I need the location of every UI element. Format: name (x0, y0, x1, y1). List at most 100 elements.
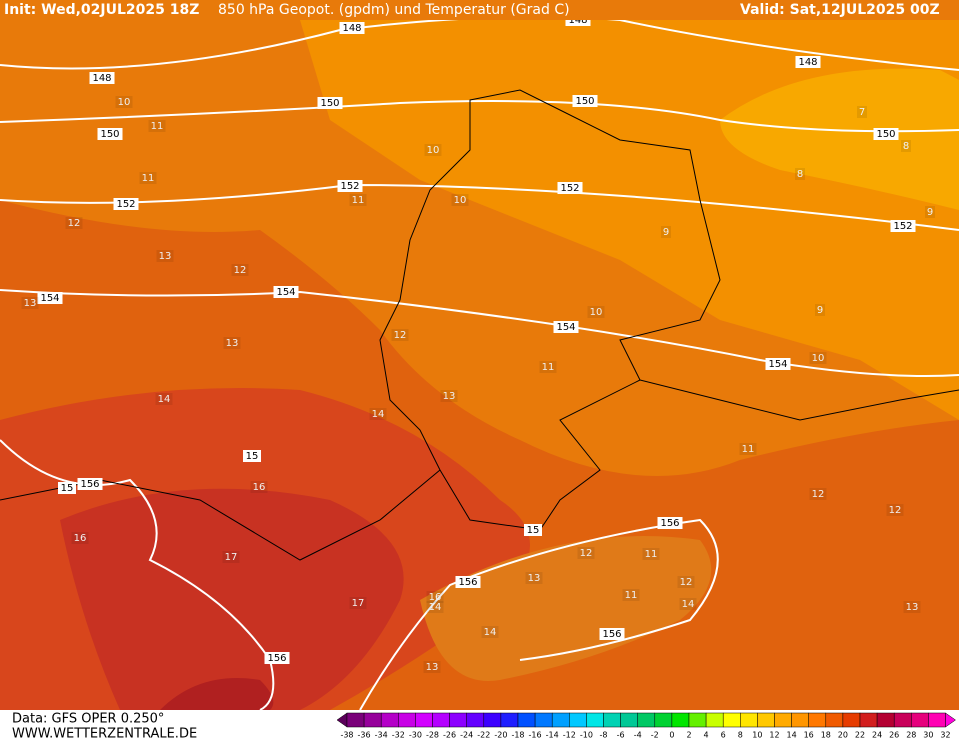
temperature-label: 17 (352, 598, 365, 609)
geopotential-label: 152 (340, 181, 359, 192)
label-box (677, 576, 695, 588)
colorbar-label: 12 (769, 731, 779, 740)
label-box (391, 329, 409, 341)
colorbar-label: -30 (409, 731, 422, 740)
colorbar-box (620, 712, 638, 728)
colorbar-box (825, 712, 844, 728)
colorbar-box (654, 712, 673, 728)
geopotential-label: 150 (320, 98, 339, 109)
colorbar-label: 26 (889, 731, 899, 740)
label-box (622, 589, 640, 601)
label-box (587, 306, 605, 318)
geopotential-label: 156 (602, 629, 621, 640)
label-box (424, 144, 442, 156)
colorbar-box (705, 712, 724, 728)
label-box (481, 626, 499, 638)
colorbar-box (466, 712, 485, 728)
colorbar-box (928, 712, 946, 728)
colorbar-label: 2 (686, 731, 691, 740)
title-text: 850 hPa Geopot. (gpdm) und Temperatur (G… (218, 2, 570, 18)
field-hottest (160, 678, 274, 710)
temperature-label: 10 (812, 353, 825, 364)
temperature-label: 11 (742, 444, 755, 455)
geopotential-label: 152 (116, 199, 135, 210)
label-box (809, 352, 827, 364)
label-box (809, 488, 827, 500)
colorbar-label: -8 (600, 731, 608, 740)
colorbar-box (398, 712, 416, 728)
temperature-label: 10 (118, 97, 131, 108)
geopotential-label: 148 (92, 73, 111, 84)
geopotential-label: 15 (61, 483, 74, 494)
label-box (250, 481, 268, 493)
label-box (539, 361, 557, 373)
colorbar-label: -2 (651, 731, 659, 740)
temperature-label: 12 (889, 505, 902, 516)
colorbar-label: 10 (752, 731, 762, 740)
colorbar-label: -12 (563, 731, 576, 740)
colorbar-label: 30 (923, 731, 933, 740)
label-box (557, 182, 583, 194)
colorbar-label: -4 (634, 731, 642, 740)
colorbar-box (449, 712, 467, 728)
label-box (139, 172, 157, 184)
temperature-label: 11 (151, 121, 164, 132)
temperature-label: 14 (158, 394, 171, 405)
colorbar-box (808, 712, 827, 728)
colorbar-label: 8 (738, 731, 743, 740)
colorbar-box (740, 712, 758, 728)
colorbar-box (774, 712, 792, 728)
label-box (890, 220, 916, 232)
label-box (599, 628, 625, 640)
label-box (455, 576, 481, 588)
geopotential-label: 154 (768, 359, 787, 370)
temperature-label: 13 (159, 251, 172, 262)
colorbar-label: 16 (804, 731, 814, 740)
label-box (71, 532, 89, 544)
colorbar-label: -10 (580, 731, 593, 740)
label-box (349, 597, 367, 609)
colorbar-label: -28 (426, 731, 439, 740)
colorbar-box (637, 712, 656, 728)
label-box (577, 547, 595, 559)
label-box (857, 106, 867, 118)
colorbar-box (415, 712, 433, 728)
geopotential-label: 148 (568, 15, 587, 26)
temperature-label: 10 (427, 145, 440, 156)
geopotential-label: 154 (40, 293, 59, 304)
colorbar-box (500, 712, 519, 728)
colorbar: -38 -36 -34 -32 -30 -28 -26 -24 -22 -20 -18 -16 -14-… (336, 712, 956, 740)
header-bar (0, 0, 959, 20)
label-box (553, 321, 579, 333)
label-box (925, 206, 935, 218)
colorbar-box (757, 712, 775, 728)
label-box (426, 601, 444, 613)
label-box (155, 393, 173, 405)
colorbar-box (517, 712, 536, 728)
temperature-label: 7 (859, 107, 865, 118)
geopotential-label: 152 (893, 221, 912, 232)
temperature-label: 13 (426, 662, 439, 673)
colorbar-box (893, 712, 912, 728)
geopotential-label: 154 (276, 287, 295, 298)
geopotential-label: 156 (660, 518, 679, 529)
colorbar-label: -38 (340, 731, 353, 740)
label-box (679, 598, 697, 610)
temperature-label: 16 (74, 533, 87, 544)
isohypse (359, 518, 719, 711)
colorbar-label: -16 (529, 731, 542, 740)
colorbar-label: -22 (477, 731, 490, 740)
temperature-label: 16 (429, 592, 442, 603)
colorbar-box (346, 712, 365, 728)
label-box (156, 250, 174, 262)
colorbar-box (842, 712, 861, 728)
colorbar-box (859, 712, 878, 728)
temperature-label: 10 (590, 307, 603, 318)
field-hotter (60, 488, 404, 710)
colorbar-label: 0 (669, 731, 674, 740)
temperature-label: 14 (429, 602, 442, 613)
colorbar-label: 14 (787, 731, 797, 740)
geopotential-label: 150 (575, 96, 594, 107)
label-box (886, 504, 904, 516)
